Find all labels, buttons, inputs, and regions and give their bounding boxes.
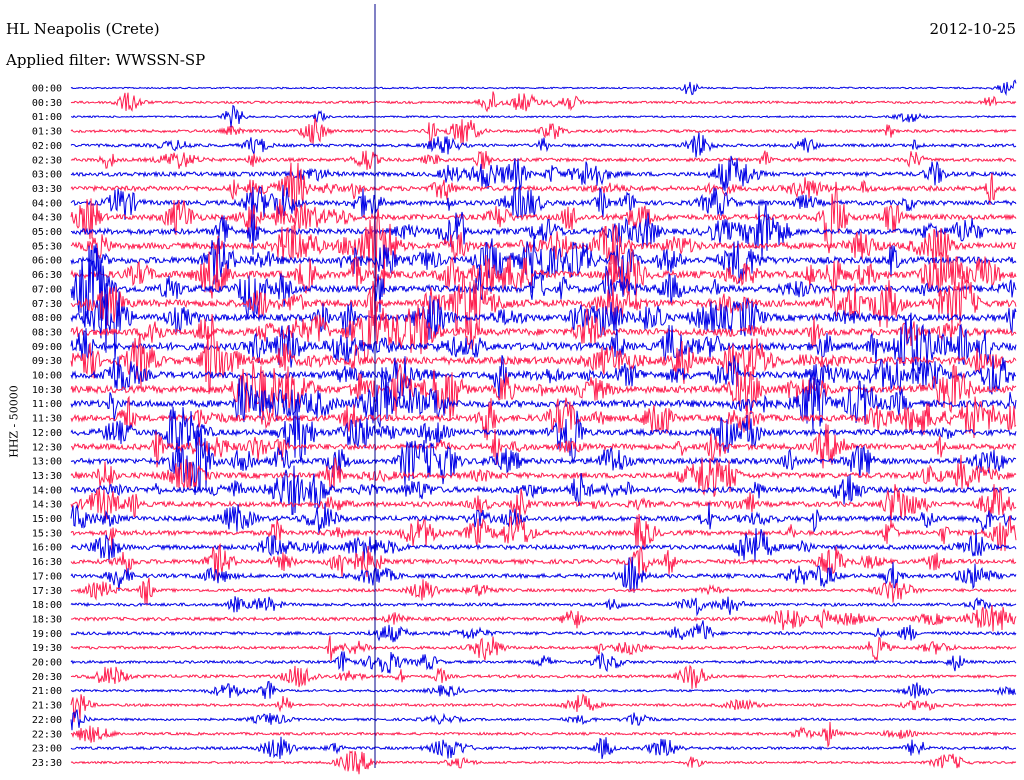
trace-line bbox=[70, 244, 1017, 299]
trace-line bbox=[70, 721, 1016, 749]
time-label: 17:30 bbox=[32, 586, 62, 597]
time-label: 14:00 bbox=[32, 485, 62, 496]
trace-line bbox=[71, 680, 1017, 700]
trace-line bbox=[70, 117, 1017, 146]
time-label: 15:30 bbox=[32, 528, 62, 539]
trace-line bbox=[70, 750, 1017, 775]
time-label: 19:00 bbox=[32, 629, 62, 640]
time-label: 11:00 bbox=[32, 399, 62, 410]
time-label: 13:00 bbox=[32, 457, 62, 468]
time-label: 06:30 bbox=[32, 270, 62, 281]
trace-line bbox=[70, 513, 1017, 552]
trace-line bbox=[70, 577, 1017, 606]
trace-group bbox=[70, 79, 1017, 775]
time-label: 22:30 bbox=[32, 729, 62, 740]
time-label: 06:00 bbox=[32, 256, 62, 267]
trace-line bbox=[70, 709, 1017, 731]
trace-line bbox=[70, 132, 1017, 158]
trace-line bbox=[70, 528, 1017, 563]
time-label: 05:00 bbox=[32, 227, 62, 238]
time-label: 12:00 bbox=[32, 428, 62, 439]
time-label: 14:30 bbox=[32, 500, 62, 511]
time-label: 18:00 bbox=[32, 600, 62, 611]
time-label: 09:00 bbox=[32, 342, 62, 353]
time-label: 11:30 bbox=[32, 414, 62, 425]
time-label: 21:00 bbox=[32, 686, 62, 697]
trace-line bbox=[70, 596, 1017, 617]
time-label: 23:30 bbox=[32, 758, 62, 769]
trace-line bbox=[70, 736, 1017, 760]
time-label: 23:00 bbox=[32, 744, 62, 755]
time-label: 10:00 bbox=[32, 371, 62, 382]
trace-line bbox=[71, 201, 1017, 260]
time-label: 13:30 bbox=[32, 471, 62, 482]
trace-line bbox=[70, 502, 1017, 535]
trace-line bbox=[70, 484, 1017, 527]
trace-line bbox=[70, 104, 1017, 128]
trace-line bbox=[70, 542, 1017, 580]
time-label: 08:30 bbox=[32, 327, 62, 338]
trace-line bbox=[70, 209, 1017, 295]
time-label: 05:30 bbox=[32, 241, 62, 252]
trace-line bbox=[70, 425, 1017, 495]
time-label: 19:30 bbox=[32, 643, 62, 654]
time-label: 21:30 bbox=[32, 701, 62, 712]
trace-line bbox=[70, 236, 1017, 293]
trace-line bbox=[70, 162, 1017, 220]
time-label: 12:30 bbox=[32, 442, 62, 453]
trace-line bbox=[70, 454, 1017, 497]
time-label: 18:30 bbox=[32, 614, 62, 625]
trace-line bbox=[70, 556, 1017, 593]
trace-line bbox=[70, 367, 1017, 431]
trace-line bbox=[70, 693, 1017, 723]
trace-line bbox=[70, 401, 1017, 464]
date-label: 2012-10-25 bbox=[929, 20, 1016, 38]
trace-line bbox=[70, 635, 1017, 662]
time-label: 00:00 bbox=[32, 84, 62, 95]
trace-line bbox=[70, 605, 1017, 632]
trace-line bbox=[70, 79, 1017, 96]
trace-line bbox=[70, 181, 1017, 254]
trace-line bbox=[70, 664, 1017, 689]
time-label: 20:00 bbox=[32, 658, 62, 669]
trace-line bbox=[70, 465, 1017, 515]
trace-line bbox=[70, 150, 1017, 170]
trace-line bbox=[70, 355, 1017, 399]
trace-line bbox=[70, 244, 1017, 328]
time-label: 07:30 bbox=[32, 299, 62, 310]
time-label: 02:30 bbox=[32, 155, 62, 166]
time-label: 07:00 bbox=[32, 284, 62, 295]
trace-line bbox=[70, 155, 1017, 192]
trace-line bbox=[70, 395, 1017, 441]
time-label: 00:30 bbox=[32, 98, 62, 109]
trace-line bbox=[70, 296, 1017, 364]
trace-line bbox=[70, 312, 1017, 384]
trace-line bbox=[70, 651, 1017, 674]
time-label: 17:00 bbox=[32, 571, 62, 582]
time-label: 03:30 bbox=[32, 184, 62, 195]
time-label: 01:30 bbox=[32, 127, 62, 138]
time-label: 02:00 bbox=[32, 141, 62, 152]
time-label: 15:00 bbox=[32, 514, 62, 525]
time-label: 04:00 bbox=[32, 198, 62, 209]
trace-line bbox=[70, 91, 1017, 113]
trace-line bbox=[70, 620, 1017, 643]
time-label-group: 00:00 00:30 01:00 01:30 02:00 02:30 03:00 03:30… bbox=[32, 84, 62, 769]
trace-line bbox=[70, 184, 1017, 220]
time-label: 09:30 bbox=[32, 356, 62, 367]
time-label: 10:30 bbox=[32, 385, 62, 396]
trace-line bbox=[70, 275, 1017, 360]
time-label: 04:30 bbox=[32, 213, 62, 224]
station-title: HL Neapolis (Crete) bbox=[6, 20, 160, 38]
trace-line bbox=[70, 313, 1017, 395]
time-label: 03:00 bbox=[32, 170, 62, 181]
time-label: 08:00 bbox=[32, 313, 62, 324]
time-label: 01:00 bbox=[32, 112, 62, 123]
time-label: 22:00 bbox=[32, 715, 62, 726]
time-label: 16:00 bbox=[32, 543, 62, 554]
time-label: 16:30 bbox=[32, 557, 62, 568]
time-label: 20:30 bbox=[32, 672, 62, 683]
filter-label: Applied filter: WWSSN-SP bbox=[6, 51, 206, 69]
